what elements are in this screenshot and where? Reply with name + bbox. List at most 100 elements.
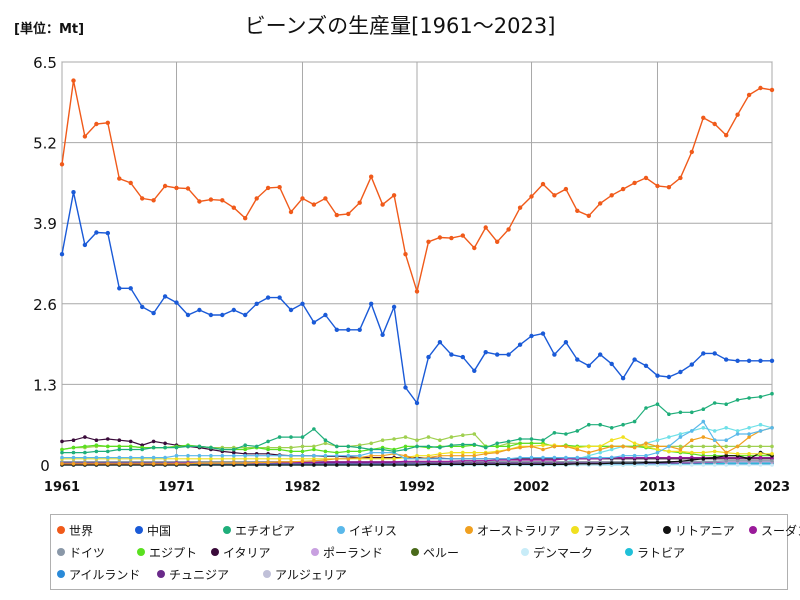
data-point (747, 463, 751, 467)
data-point (609, 361, 614, 367)
data-point (323, 463, 328, 467)
data-point (414, 289, 420, 294)
data-point (712, 459, 717, 464)
data-point (643, 175, 649, 181)
data-point (82, 134, 88, 139)
data-point (163, 455, 167, 460)
data-point (266, 447, 270, 452)
data-point (461, 453, 465, 458)
data-point (288, 209, 294, 215)
data-point (644, 406, 648, 410)
legend-label: イギリス (349, 523, 398, 538)
data-point (495, 450, 500, 455)
legend-marker (263, 570, 271, 578)
data-point (517, 205, 523, 210)
data-point (392, 449, 396, 454)
data-point (346, 449, 351, 454)
data-point (197, 307, 202, 313)
data-point (426, 354, 431, 360)
data-point (232, 447, 236, 452)
data-point (564, 432, 568, 436)
data-point (506, 447, 511, 452)
data-point (357, 453, 362, 458)
legend-marker (57, 526, 65, 534)
data-point (449, 450, 454, 455)
data-point (369, 301, 374, 306)
data-point (552, 444, 557, 449)
legend-marker (135, 526, 143, 534)
data-point (461, 462, 465, 467)
data-point (449, 457, 454, 461)
data-point (83, 455, 87, 460)
data-point (369, 453, 374, 458)
data-point (380, 463, 385, 467)
data-point (529, 194, 534, 199)
data-point (747, 396, 751, 400)
data-point (666, 185, 672, 190)
data-point (312, 447, 316, 452)
data-point (644, 460, 648, 465)
data-point (277, 457, 282, 461)
data-point (254, 457, 259, 461)
data-point (655, 402, 660, 407)
data-point (632, 419, 637, 424)
data-point (312, 444, 316, 449)
data-point (724, 133, 729, 138)
data-point (678, 175, 683, 181)
y-tick-label: 5.2 (33, 135, 57, 153)
data-point (106, 444, 110, 449)
data-point (357, 200, 362, 205)
data-point (724, 444, 728, 449)
data-point (151, 310, 156, 316)
data-point (506, 439, 511, 444)
legend-label: エジプト (149, 545, 198, 560)
data-point (71, 438, 76, 443)
data-point (174, 457, 179, 461)
data-point (380, 450, 385, 455)
data-point (667, 444, 671, 449)
data-point (277, 453, 282, 458)
data-point (117, 455, 122, 460)
data-point (289, 445, 293, 450)
data-point (495, 239, 500, 244)
legend-item: イタリア (211, 543, 271, 561)
data-point (564, 462, 568, 467)
data-point (449, 435, 454, 439)
data-point (472, 245, 477, 251)
data-point (289, 460, 293, 464)
data-point (414, 400, 420, 406)
data-point (209, 445, 213, 450)
data-point (655, 183, 660, 189)
data-point (254, 196, 259, 201)
data-point (277, 435, 282, 439)
data-point (483, 457, 488, 461)
data-point (655, 373, 660, 378)
x-tick-label: 1992 (399, 480, 435, 495)
data-point (380, 202, 385, 207)
legend-item: ペルー (411, 543, 459, 561)
data-point (128, 455, 133, 460)
data-point (380, 447, 385, 452)
data-point (552, 462, 557, 467)
data-point (105, 120, 111, 126)
data-point (621, 461, 625, 465)
data-point (300, 196, 305, 201)
data-point (724, 458, 728, 463)
data-point (128, 462, 133, 466)
data-point (128, 444, 133, 449)
data-point (655, 455, 660, 460)
data-point (667, 449, 671, 454)
data-point (197, 461, 202, 465)
data-point (403, 435, 408, 439)
legend-marker (311, 548, 319, 556)
legend: 世界 中国 エチオピア イギリス オーストラリア フランス リトアニア スーダンドイツ エジプト… (50, 514, 800, 590)
data-point (770, 458, 774, 463)
data-point (82, 242, 88, 248)
data-point (461, 457, 465, 461)
data-point (415, 459, 419, 464)
data-point (518, 437, 522, 441)
data-point (472, 453, 477, 458)
data-point (747, 435, 751, 439)
data-point (644, 463, 648, 467)
data-point (460, 354, 465, 360)
